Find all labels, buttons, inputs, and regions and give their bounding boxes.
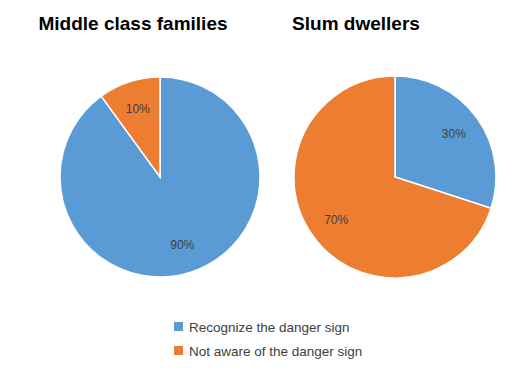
data-label: 70% xyxy=(324,213,348,227)
pie-slice xyxy=(60,77,260,277)
pie-slice xyxy=(294,76,491,278)
legend-swatch xyxy=(174,322,183,331)
legend: Recognize the danger sign Not aware of th… xyxy=(174,320,362,359)
chart-title: Middle class families xyxy=(38,13,227,34)
pie-group xyxy=(60,77,260,277)
pie-slice xyxy=(101,77,160,177)
data-label: 90% xyxy=(170,238,194,252)
pie-group xyxy=(294,76,496,278)
chart-title: Slum dwellers xyxy=(292,13,420,34)
legend-entry: Recognize the danger sign xyxy=(189,320,350,335)
legend-swatch xyxy=(174,346,183,355)
data-label: 10% xyxy=(126,102,150,116)
chart-root: Middle class families 90% 10% Slum dwellers… xyxy=(0,0,523,375)
data-label: 30% xyxy=(442,127,466,141)
legend-entry: Not aware of the danger sign xyxy=(189,344,362,359)
